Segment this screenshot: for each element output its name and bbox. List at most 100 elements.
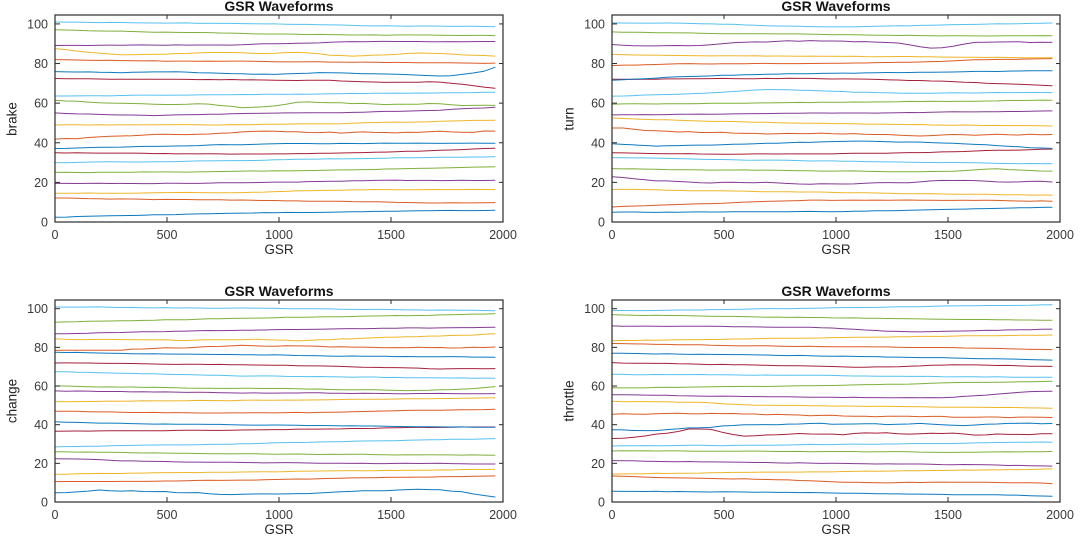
y-tick-label: 20 [34, 457, 48, 471]
waveform-line [54, 344, 496, 351]
waveform-line [54, 40, 496, 46]
y-tick-label: 80 [34, 57, 48, 71]
waveform-line [611, 22, 1053, 28]
y-tick-label: 80 [591, 341, 605, 355]
waveform-line [54, 142, 496, 149]
waveform-line [54, 66, 496, 77]
waveform-line [54, 326, 496, 335]
x-tick-label: 1000 [822, 508, 850, 522]
waveform-line [54, 451, 496, 456]
waveform-line [54, 59, 496, 64]
waveform-line [611, 380, 1053, 389]
waveform-line [54, 390, 496, 395]
waveform-line [54, 209, 496, 218]
waveform-line [54, 91, 496, 97]
y-tick-label: 80 [591, 57, 605, 71]
waveform-line [54, 475, 496, 483]
waveform-line [54, 397, 496, 403]
plot-title: GSR Waveforms [781, 283, 891, 299]
waveform-line [611, 31, 1053, 37]
x-tick-label: 0 [609, 508, 616, 522]
y-tick-label: 40 [591, 136, 605, 150]
y-tick-label: 40 [591, 418, 605, 432]
waveform-line [54, 119, 496, 126]
y-tick-label: 100 [584, 302, 605, 316]
waveform-line [54, 179, 496, 185]
waveform-line [611, 373, 1053, 378]
waveform-line [611, 334, 1053, 342]
waveform-line [611, 468, 1053, 475]
y-tick-label: 20 [591, 457, 605, 471]
waveform-line [611, 441, 1053, 447]
plot-title: GSR Waveforms [224, 0, 334, 14]
x-axis-label: GSR [264, 242, 294, 257]
x-tick-label: 2000 [1046, 508, 1074, 522]
waveform-line [611, 460, 1053, 467]
waveform-line [611, 53, 1053, 59]
waveform-line [611, 304, 1053, 312]
x-tick-label: 1000 [265, 228, 293, 242]
waveform-line [611, 140, 1053, 149]
plot-canvas: 0 500 1000 1500 2000 0 20 40 60 80 100 [584, 299, 1074, 522]
waveform-line [54, 99, 496, 109]
x-tick-label: 500 [714, 508, 735, 522]
plot-frame [54, 14, 504, 223]
x-tick-label: 2000 [489, 228, 517, 242]
y-tick-label: 60 [34, 380, 48, 394]
x-axis-label: GSR [264, 522, 294, 537]
y-tick-label: 0 [598, 216, 605, 230]
x-tick-label: 0 [52, 228, 59, 242]
plot-frame [611, 14, 1061, 223]
waveform-line [54, 488, 496, 498]
y-tick-label: 40 [34, 418, 48, 432]
waveform-line [611, 188, 1053, 196]
waveform-line [611, 127, 1053, 137]
waveform-line [54, 408, 496, 414]
waveform-line [54, 458, 496, 465]
x-tick-label: 2000 [489, 508, 517, 522]
waveform-line [611, 58, 1053, 67]
waveform-line [611, 89, 1053, 97]
y-tick-label: 20 [591, 176, 605, 190]
x-tick-label: 500 [157, 228, 178, 242]
x-tick-label: 2000 [1046, 228, 1074, 242]
waveform-line [611, 206, 1053, 213]
subplot-throttle: GSR Waveforms throttle 0 500 1000 1500 2000 0… [540, 275, 1080, 549]
plot-title: GSR Waveforms [781, 0, 891, 14]
x-tick-label: 1000 [265, 508, 293, 522]
waveform-line [54, 468, 496, 475]
x-tick-label: 0 [52, 508, 59, 522]
waveform-line [611, 428, 1053, 439]
x-axis-label: GSR [821, 242, 851, 257]
waveform-line [611, 352, 1053, 361]
waveform-line [54, 313, 496, 323]
waveform-line [54, 362, 496, 370]
waveform-line [54, 188, 496, 194]
waveform-line [54, 166, 496, 174]
waveform-line [611, 490, 1053, 497]
waveform-line [611, 412, 1053, 419]
waveform-line [54, 197, 496, 204]
waveform-line [611, 157, 1053, 165]
waveform-line [54, 351, 496, 358]
waveform-line [611, 343, 1053, 351]
waveform-line [54, 333, 496, 342]
plot-title: GSR Waveforms [224, 283, 334, 299]
waveform-line [54, 426, 496, 432]
x-axis-label: GSR [821, 522, 851, 537]
plot-canvas: 0 500 1000 1500 2000 0 20 40 60 80 100 [27, 14, 517, 242]
waveform-line [54, 385, 496, 392]
waveform-line [54, 21, 496, 28]
subplot-change: GSR Waveforms change 0 500 1000 1500 2000 0 20… [0, 275, 540, 549]
waveform-line [54, 130, 496, 140]
waveform-line [54, 421, 496, 428]
waveform-line [54, 106, 496, 117]
waveform-line [54, 78, 496, 89]
x-tick-label: 1000 [822, 228, 850, 242]
x-tick-label: 1500 [934, 228, 962, 242]
y-tick-label: 80 [34, 341, 48, 355]
waveform-line [611, 314, 1053, 321]
waveform-line [611, 117, 1053, 127]
y-tick-label: 60 [591, 380, 605, 394]
